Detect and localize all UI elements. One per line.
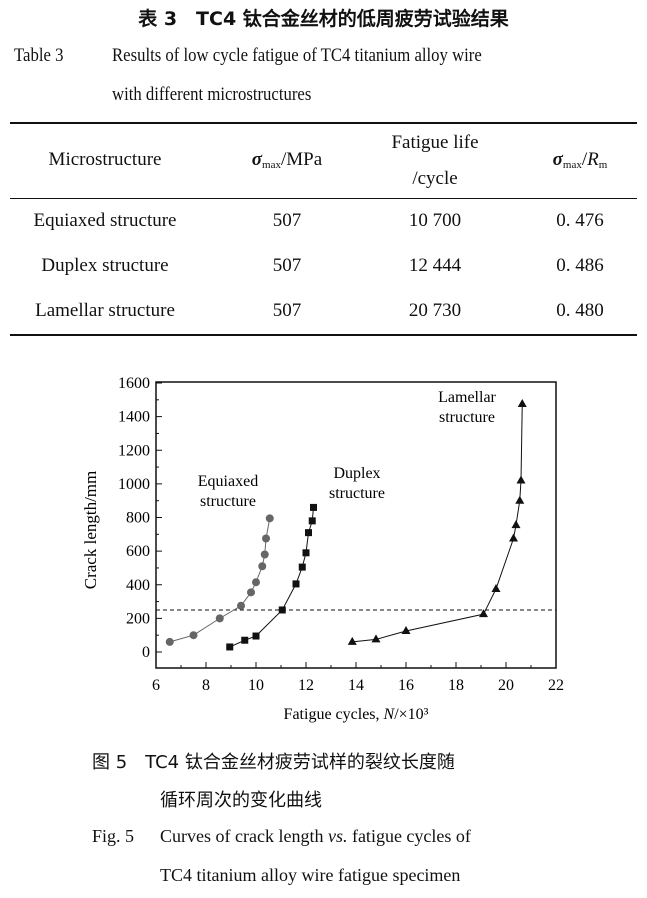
data-point-square [298, 563, 306, 571]
data-point-circle [265, 514, 274, 523]
table-bottom-rule [10, 334, 637, 336]
figure-caption-cn-line2: 循环周次的变化曲线 [160, 790, 322, 811]
x-tick-label: 22 [548, 677, 564, 694]
series-label-line2: structure [200, 493, 256, 510]
series-line [229, 507, 314, 648]
table-top-rule [10, 122, 637, 124]
cell-fatigue-life: 20 730 [408, 300, 462, 321]
cell-ratio: 0. 480 [556, 300, 604, 321]
data-point-triangle [401, 625, 411, 634]
data-point-square [226, 643, 234, 651]
series-label-line2: structure [439, 409, 495, 426]
series-label-line1: Lamellar [438, 389, 496, 406]
data-point-square [305, 529, 312, 537]
table-header-rule [10, 198, 637, 199]
data-point-circle [247, 588, 255, 597]
y-tick-label: 1600 [118, 375, 150, 392]
series-line [352, 404, 523, 643]
plot-frame [155, 381, 557, 669]
y-tick-label: 1400 [118, 409, 150, 426]
data-point-triangle [479, 609, 488, 618]
data-point-circle [252, 578, 260, 587]
x-tick-label: 16 [398, 677, 414, 694]
x-tick-label: 12 [298, 677, 314, 694]
y-tick-label: 1000 [118, 476, 150, 493]
data-point-circle [215, 614, 224, 623]
data-point-circle [237, 601, 245, 610]
data-point-circle [189, 631, 198, 640]
header-microstructure: Microstructure [48, 149, 162, 170]
data-point-square [292, 580, 300, 588]
data-point-triangle [517, 399, 527, 408]
cell-ratio: 0. 486 [556, 255, 604, 276]
y-tick-label: 1200 [118, 442, 150, 459]
series-label-line2: structure [329, 485, 385, 502]
data-point-triangle [491, 583, 501, 592]
data-point-circle [258, 562, 267, 571]
data-point-square [241, 636, 249, 644]
series-label-line1: Equiaxed [198, 473, 258, 490]
y-tick-label: 800 [126, 510, 150, 527]
data-point-triangle [516, 475, 526, 484]
cell-microstructure: Duplex structure [41, 255, 169, 276]
data-point-triangle [347, 636, 357, 645]
figure-caption-en-line1: Curves of crack length vs. fatigue cycle… [160, 826, 471, 846]
data-point-triangle [515, 495, 525, 504]
series-square: Duplex structure [226, 465, 385, 651]
series-line [169, 518, 271, 643]
figure-caption-en-line2: TC4 titanium alloy wire fatigue specimen [160, 865, 461, 885]
y-tick-label: 600 [126, 543, 150, 560]
x-tick-label: 20 [498, 677, 514, 694]
data-point-circle [165, 637, 174, 646]
cell-sigma-max: 507 [272, 255, 302, 276]
series-circle: Equiaxed structure [165, 473, 274, 646]
data-point-square [310, 503, 317, 511]
figure-caption-cn-line1: 图 5 TC4 钛合金丝材疲劳试样的裂纹长度随 [92, 752, 455, 773]
cell-ratio: 0. 476 [556, 210, 604, 231]
x-tick-label: 10 [248, 677, 264, 694]
header-fatigue-life-line1: Fatigue life [391, 132, 479, 153]
y-tick-label: 0 [142, 644, 150, 661]
header-sigma-max: σmax/MPa [251, 149, 323, 171]
data-point-square [302, 549, 310, 557]
cell-fatigue-life: 10 700 [408, 210, 462, 231]
table-caption-en-line1: Results of low cycle fatigue of TC4 tita… [112, 45, 482, 66]
x-tick-label: 8 [202, 677, 210, 694]
table-caption-label: Table 3 [14, 45, 64, 66]
x-tick-label: 6 [152, 677, 160, 694]
x-tick-label: 18 [448, 677, 464, 694]
y-tick-label: 400 [126, 577, 150, 594]
x-axis-label: Fatigue cycles, N/×10³ [284, 706, 429, 723]
data-point-circle [260, 550, 269, 559]
cell-microstructure: Lamellar structure [35, 300, 175, 321]
cell-sigma-max: 507 [272, 210, 302, 231]
header-ratio: σmax/Rm [552, 149, 608, 171]
crack-length-chart: 6 8 10 12 14 16 18 20 22 0 200 400 600 800 1000 1200 140… [81, 375, 564, 723]
data-point-square [252, 632, 260, 640]
cell-fatigue-life: 12 444 [408, 255, 462, 276]
cell-microstructure: Equiaxed structure [33, 210, 177, 231]
header-fatigue-life-line2: /cycle [412, 168, 458, 189]
data-point-triangle [509, 533, 518, 542]
table-caption-en-line2: with different microstructures [112, 84, 312, 105]
data-point-triangle [371, 634, 381, 643]
x-tick-label: 14 [348, 677, 364, 694]
series-label-line1: Duplex [333, 465, 380, 482]
table-caption-cn: 表 3 TC4 钛合金丝材的低周疲劳试验结果 [138, 8, 509, 30]
cell-sigma-max: 507 [272, 300, 302, 321]
data-point-square [278, 606, 286, 614]
data-point-triangle [511, 520, 521, 529]
y-axis-label: Crack length/mm [81, 471, 100, 590]
series-triangle: Lamellar structure [347, 389, 527, 645]
data-point-square [308, 517, 316, 525]
figure-caption-label: Fig. 5 [92, 826, 135, 846]
y-tick-label: 200 [126, 610, 150, 627]
data-point-circle [262, 534, 270, 543]
